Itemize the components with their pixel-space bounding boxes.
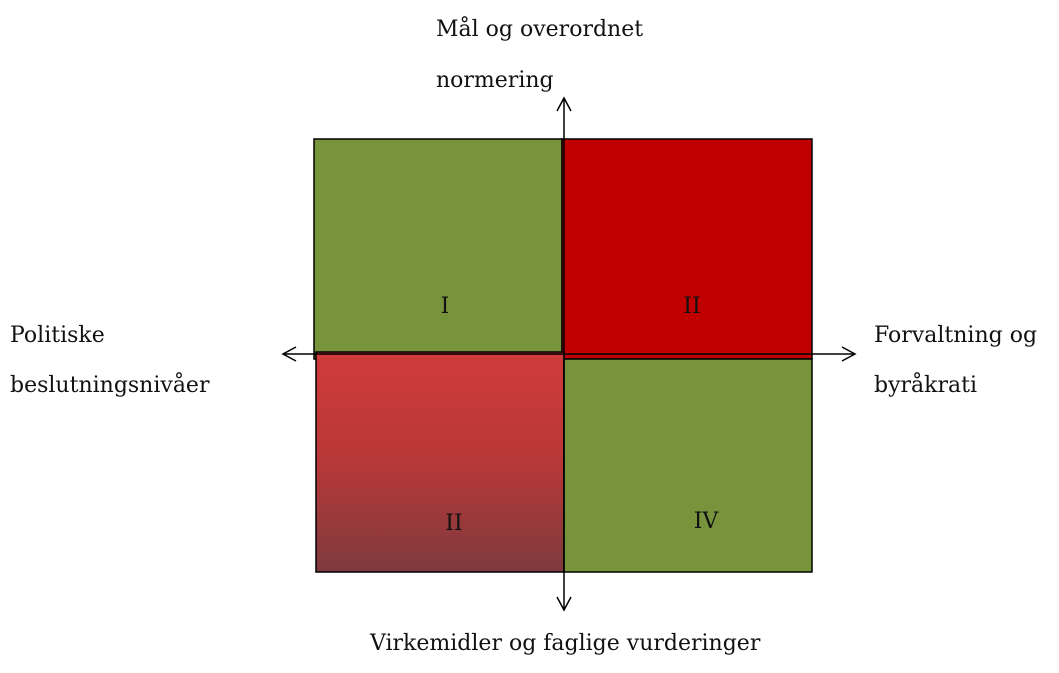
quadrant-label: I bbox=[441, 294, 450, 319]
quadrant-4 bbox=[563, 358, 813, 573]
quadrant-1 bbox=[313, 138, 563, 360]
axis-label: Mål og overordnet bbox=[436, 15, 643, 42]
quadrant-label: II bbox=[445, 511, 462, 536]
axis-label: beslutningsnivåer bbox=[10, 371, 210, 398]
quadrant-3 bbox=[315, 351, 565, 573]
quadrant-label: II bbox=[683, 294, 700, 319]
axis-label: Virkemidler og faglige vurderinger bbox=[369, 631, 761, 656]
axis-label: Politiske bbox=[10, 323, 105, 348]
quadrant-2 bbox=[561, 138, 813, 360]
quadrant-label: IV bbox=[694, 509, 720, 534]
axis-label: normering bbox=[436, 68, 554, 93]
axis-label: byråkrati bbox=[874, 371, 977, 398]
axis-label: Forvaltning og bbox=[874, 323, 1037, 348]
